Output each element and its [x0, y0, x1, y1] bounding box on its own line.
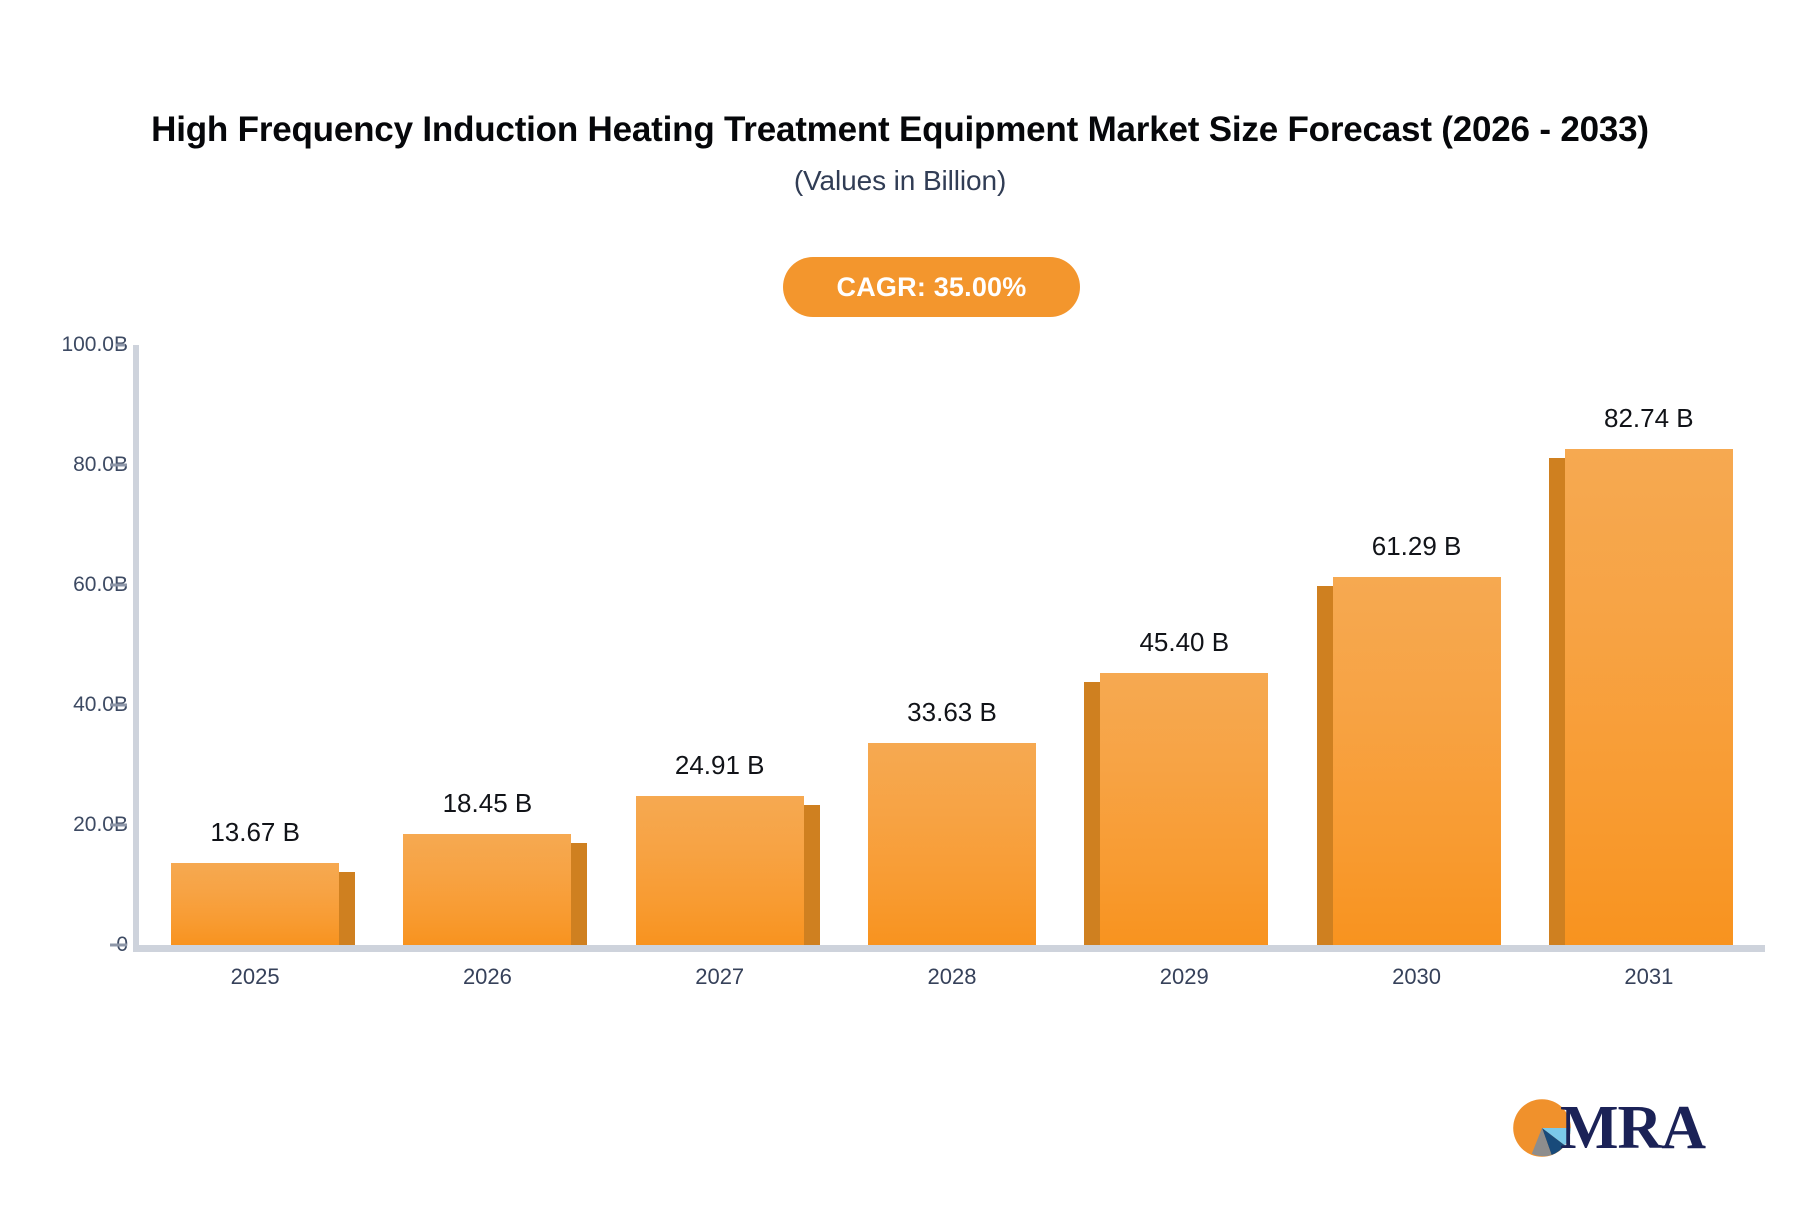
cagr-badge: CAGR: 35.00% — [783, 257, 1080, 317]
y-tick-label-100-0B: 100.0B — [61, 333, 128, 356]
bar-side-face — [803, 804, 820, 945]
bar-front-face — [1100, 672, 1269, 945]
bar-side-face — [1548, 457, 1565, 945]
chart-title: High Frequency Induction Heating Treatme… — [151, 110, 1649, 149]
bar-value-label-2031: 82.74 B — [1604, 402, 1694, 433]
bar-value-label-2028: 33.63 B — [907, 697, 997, 728]
title-block: High Frequency Induction Heating Treatme… — [0, 105, 1800, 197]
bar-side-face — [1316, 586, 1333, 945]
x-tick-label-2029: 2029 — [1159, 964, 1209, 989]
y-tick-label-40-0B: 40.0B — [73, 693, 128, 716]
bar-side-face — [571, 843, 588, 945]
y-tick-label-60-0B: 60.0B — [73, 573, 128, 596]
bar-front-face — [635, 795, 804, 945]
bar-value-label-2027: 24.91 B — [674, 749, 765, 780]
x-axis-line — [133, 945, 1765, 952]
bar-value-label-2030: 61.29 B — [1371, 531, 1462, 562]
mra-logo: MRA — [1512, 1092, 1742, 1164]
y-tick-mark — [116, 343, 125, 347]
y-tick-mark — [110, 463, 127, 467]
y-tick-mark — [110, 943, 127, 947]
y-tick-mark — [110, 583, 127, 587]
bar-side-face — [339, 871, 356, 945]
x-tick-label-2030: 2030 — [1392, 964, 1442, 989]
bar-front-face — [1332, 577, 1501, 945]
bar-2027[interactable] — [635, 795, 820, 945]
y-tick-label-20-0B: 20.0B — [73, 813, 128, 836]
bar-side-face — [1084, 681, 1101, 945]
x-tick-label-2031: 2031 — [1624, 964, 1674, 989]
y-tick-mark — [110, 823, 127, 827]
bar-2029[interactable] — [1084, 672, 1269, 945]
bar-front-face — [868, 743, 1036, 945]
bar-front-face — [1564, 448, 1733, 945]
logo-wordmark: MRA — [1560, 1094, 1706, 1162]
bar-value-label-2026: 18.45 B — [442, 788, 533, 819]
y-axis-line — [133, 345, 139, 951]
pie-chart-icon — [1513, 1099, 1571, 1157]
bar-2025[interactable] — [171, 862, 356, 945]
x-tick-label-2027: 2027 — [695, 964, 745, 989]
bar-2031[interactable] — [1548, 448, 1733, 945]
y-tick-label-80-0B: 80.0B — [73, 453, 128, 476]
chart-subtitle: (Values in Billion) — [793, 164, 1007, 196]
bar-front-face — [171, 862, 340, 945]
bar-value-label-2029: 45.40 B — [1139, 626, 1230, 657]
bar-2028[interactable] — [868, 743, 1036, 945]
x-tick-label-2026: 2026 — [462, 964, 512, 989]
x-tick-label-2028: 2028 — [927, 964, 977, 989]
bar-2030[interactable] — [1316, 577, 1501, 945]
y-tick-label-0: 0 — [0, 933, 128, 957]
x-tick-label-2025: 2025 — [230, 964, 280, 989]
bar-front-face — [403, 834, 572, 945]
bar-2026[interactable] — [403, 834, 588, 945]
y-tick-mark — [110, 703, 127, 707]
bar-value-label-2025: 13.67 B — [210, 816, 300, 847]
